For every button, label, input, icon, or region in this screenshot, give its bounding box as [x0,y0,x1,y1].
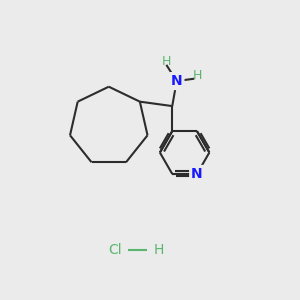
Text: H: H [193,69,203,82]
Text: H: H [154,243,164,257]
Text: Cl: Cl [108,243,122,257]
Text: N: N [191,167,203,181]
Text: N: N [171,74,182,88]
Text: H: H [162,55,171,68]
